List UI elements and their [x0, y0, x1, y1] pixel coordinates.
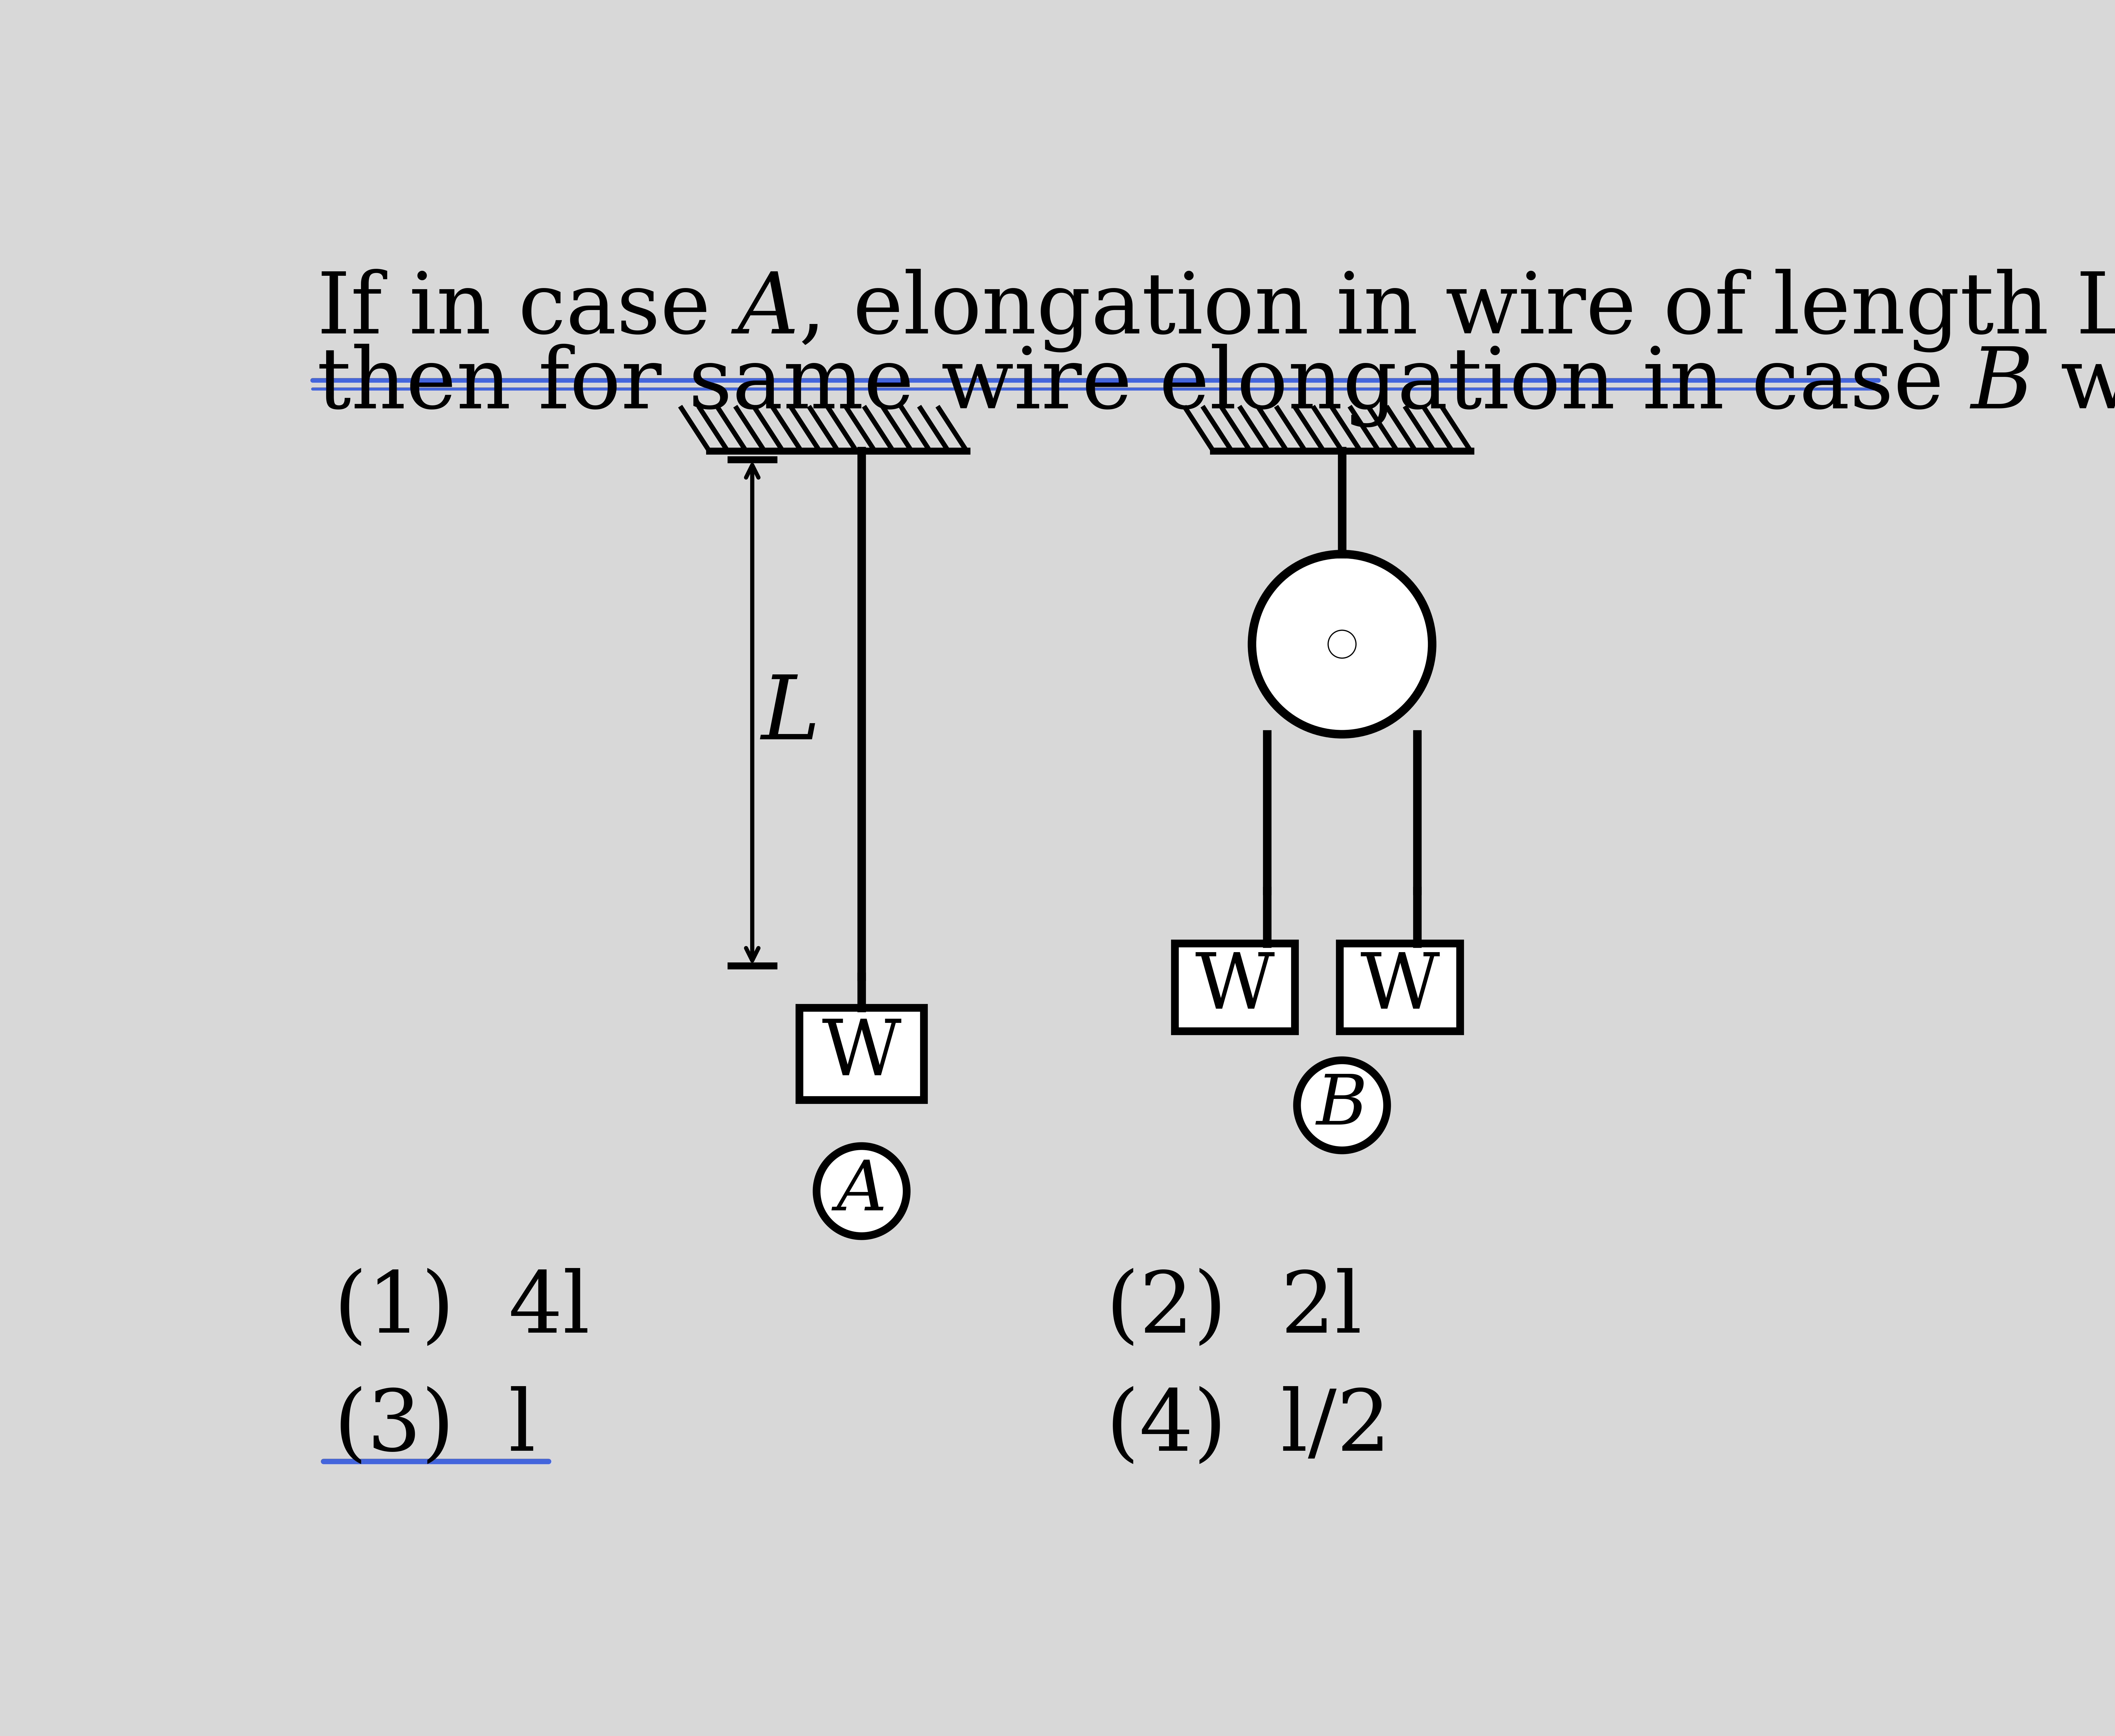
Circle shape — [1328, 630, 1356, 658]
Text: (4)  l/2: (4) l/2 — [1106, 1385, 1392, 1469]
Text: will be: will be — [2033, 344, 2115, 427]
Text: If in case: If in case — [317, 269, 738, 351]
Text: W: W — [1195, 950, 1275, 1024]
Text: then for same wire elongation in case: then for same wire elongation in case — [317, 344, 1971, 427]
Text: A: A — [738, 269, 799, 351]
Text: L: L — [761, 672, 821, 759]
Text: (3)  l: (3) l — [334, 1385, 535, 1469]
Text: B: B — [1971, 344, 2033, 427]
Text: A: A — [838, 1158, 886, 1226]
Text: W: W — [1360, 950, 1440, 1024]
Bar — [799, 1007, 924, 1101]
Circle shape — [1252, 554, 1432, 734]
Text: W: W — [823, 1016, 901, 1092]
Bar — [1341, 943, 1459, 1031]
Text: , elongation in wire of length L is: , elongation in wire of length L is — [799, 269, 2115, 352]
Bar — [1174, 943, 1294, 1031]
Circle shape — [816, 1146, 907, 1236]
Text: (1)  4l: (1) 4l — [334, 1267, 590, 1351]
Circle shape — [1296, 1061, 1387, 1151]
Text: (2)  2l: (2) 2l — [1106, 1267, 1362, 1351]
Text: B: B — [1316, 1071, 1368, 1139]
